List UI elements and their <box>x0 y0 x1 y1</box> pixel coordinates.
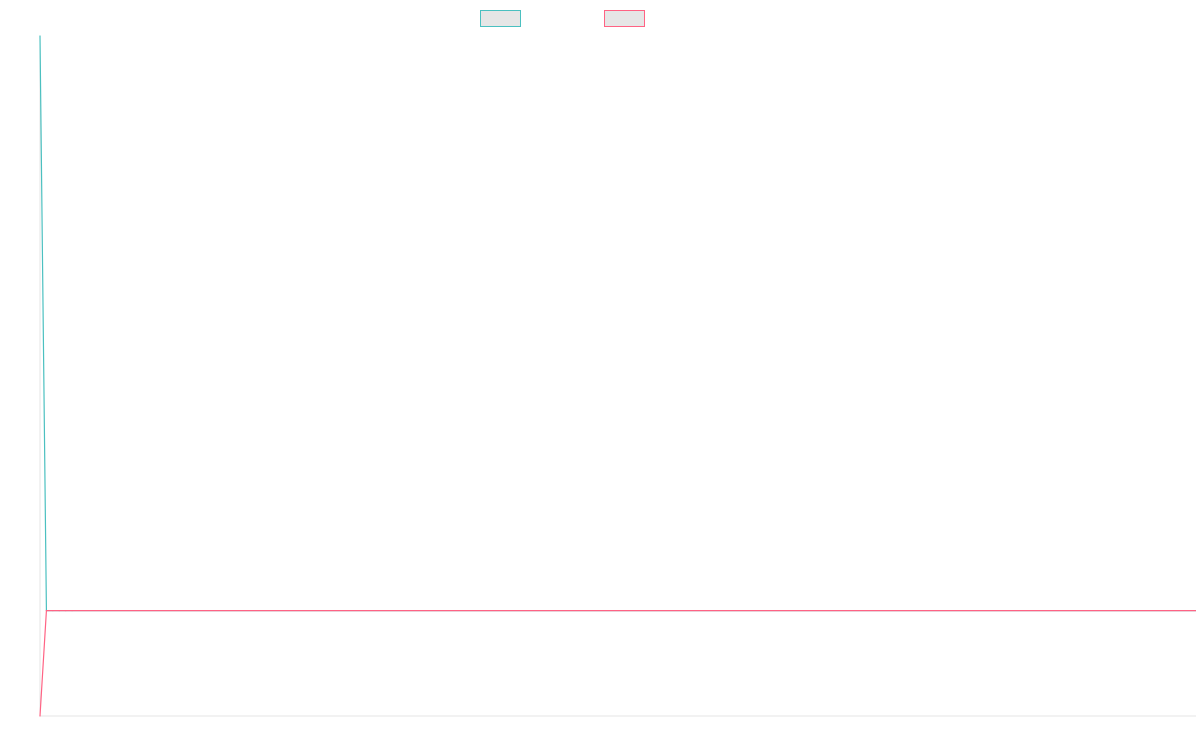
legend-swatch <box>480 10 521 27</box>
series-2-point-6 <box>71 610 73 612</box>
legend-swatch <box>604 10 645 27</box>
series-2-point-4 <box>58 610 60 612</box>
legend-item-1[interactable] <box>480 10 521 27</box>
series-2-point-5 <box>65 610 67 612</box>
series-2-point-3 <box>52 610 54 612</box>
series-1-point-1 <box>39 35 41 37</box>
legend-item-2[interactable] <box>604 10 645 27</box>
series-lines <box>39 35 1196 717</box>
series-line-1 <box>39 35 1196 612</box>
axes <box>39 36 1196 717</box>
series-2-point-2 <box>45 610 48 612</box>
legend <box>480 10 645 27</box>
series-2-point-1 <box>39 715 41 717</box>
series-line-2 <box>39 609 1196 717</box>
